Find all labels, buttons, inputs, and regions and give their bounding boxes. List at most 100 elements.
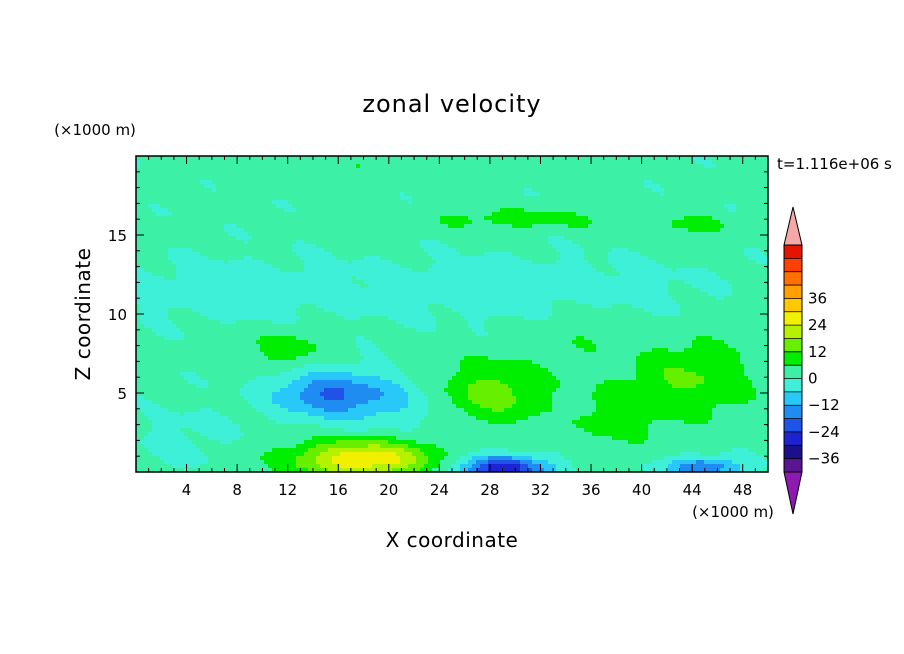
- contour-cell: [592, 256, 597, 261]
- contour-cell: [544, 264, 549, 269]
- contour-cell: [212, 176, 217, 181]
- contour-cell: [176, 168, 181, 173]
- contour-cell: [452, 204, 457, 209]
- contour-cell: [740, 204, 745, 209]
- contour-cell: [140, 224, 145, 229]
- contour-cell: [412, 264, 417, 269]
- contour-cell: [616, 236, 621, 241]
- contour-cell: [668, 220, 673, 225]
- contour-cell: [152, 252, 157, 257]
- contour-cell: [304, 156, 309, 161]
- contour-cell: [316, 196, 321, 201]
- contour-cell: [544, 244, 549, 249]
- contour-cell: [228, 176, 233, 181]
- contour-cell: [720, 168, 725, 173]
- contour-cell: [608, 268, 613, 273]
- contour-cell: [268, 248, 273, 253]
- contour-cell: [612, 276, 617, 281]
- contour-cell: [752, 252, 757, 257]
- contour-cell: [616, 224, 621, 229]
- contour-cell: [540, 256, 545, 261]
- contour-cell: [480, 168, 485, 173]
- contour-cell: [524, 160, 529, 165]
- contour-cell: [236, 256, 241, 261]
- contour-cell: [552, 220, 557, 225]
- contour-cell: [408, 268, 413, 273]
- contour-cell: [160, 252, 165, 257]
- contour-cell: [204, 156, 209, 161]
- contour-cell: [564, 244, 569, 249]
- contour-cell: [664, 272, 669, 277]
- contour-cell: [380, 236, 385, 241]
- contour-cell: [636, 216, 641, 221]
- contour-cell: [244, 220, 249, 225]
- contour-cell: [584, 172, 589, 177]
- contour-cell: [620, 172, 625, 177]
- contour-cell: [648, 256, 653, 261]
- contour-cell: [540, 244, 545, 249]
- contour-cell: [724, 188, 729, 193]
- contour-cell: [764, 276, 769, 281]
- contour-cell: [548, 180, 553, 185]
- contour-cell: [412, 228, 417, 233]
- contour-cell: [764, 256, 769, 261]
- contour-cell: [520, 216, 525, 221]
- contour-cell: [148, 264, 153, 269]
- contour-cell: [252, 196, 257, 201]
- contour-cell: [468, 176, 473, 181]
- contour-cell: [576, 204, 581, 209]
- contour-cell: [540, 224, 545, 229]
- contour-cell: [408, 280, 413, 285]
- contour-cell: [504, 156, 509, 161]
- contour-cell: [540, 236, 545, 241]
- contour-cell: [468, 280, 473, 285]
- contour-cell: [736, 172, 741, 177]
- contour-cell: [448, 172, 453, 177]
- contour-cell: [204, 204, 209, 209]
- contour-cell: [456, 268, 461, 273]
- contour-cell: [244, 232, 249, 237]
- contour-cell: [296, 280, 301, 285]
- contour-cell: [568, 220, 573, 225]
- contour-cell: [148, 180, 153, 185]
- contour-cell: [688, 212, 693, 217]
- contour-cell: [348, 164, 353, 169]
- contour-cell: [624, 168, 629, 173]
- contour-cell: [648, 196, 653, 201]
- contour-cell: [492, 196, 497, 201]
- contour-cell: [172, 188, 177, 193]
- contour-cell: [764, 228, 769, 233]
- contour-cell: [712, 176, 717, 181]
- contour-cell: [612, 156, 617, 161]
- contour-cell: [612, 212, 617, 217]
- contour-cell: [436, 240, 441, 245]
- contour-cell: [712, 188, 717, 193]
- contour-cell: [192, 260, 197, 265]
- contour-cell: [492, 224, 497, 229]
- contour-cell: [412, 276, 417, 281]
- contour-cell: [200, 248, 205, 253]
- contour-cell: [536, 224, 541, 229]
- contour-cell: [404, 180, 409, 185]
- contour-cell: [280, 168, 285, 173]
- contour-cell: [440, 216, 445, 221]
- contour-cell: [760, 268, 765, 273]
- contour-cell: [240, 184, 245, 189]
- contour-cell: [148, 212, 153, 217]
- contour-cell: [328, 188, 333, 193]
- contour-cell: [376, 156, 381, 161]
- contour-cell: [732, 224, 737, 229]
- contour-cell: [764, 204, 769, 209]
- contour-cell: [468, 252, 473, 257]
- contour-cell: [140, 180, 145, 185]
- contour-cell: [312, 244, 317, 249]
- contour-cell: [160, 176, 165, 181]
- contour-cell: [588, 264, 593, 269]
- contour-cell: [432, 252, 437, 257]
- contour-cell: [344, 176, 349, 181]
- contour-cell: [724, 200, 729, 205]
- contour-cell: [652, 192, 657, 197]
- contour-cell: [368, 264, 373, 269]
- contour-cell: [396, 232, 401, 237]
- contour-cell: [552, 160, 557, 165]
